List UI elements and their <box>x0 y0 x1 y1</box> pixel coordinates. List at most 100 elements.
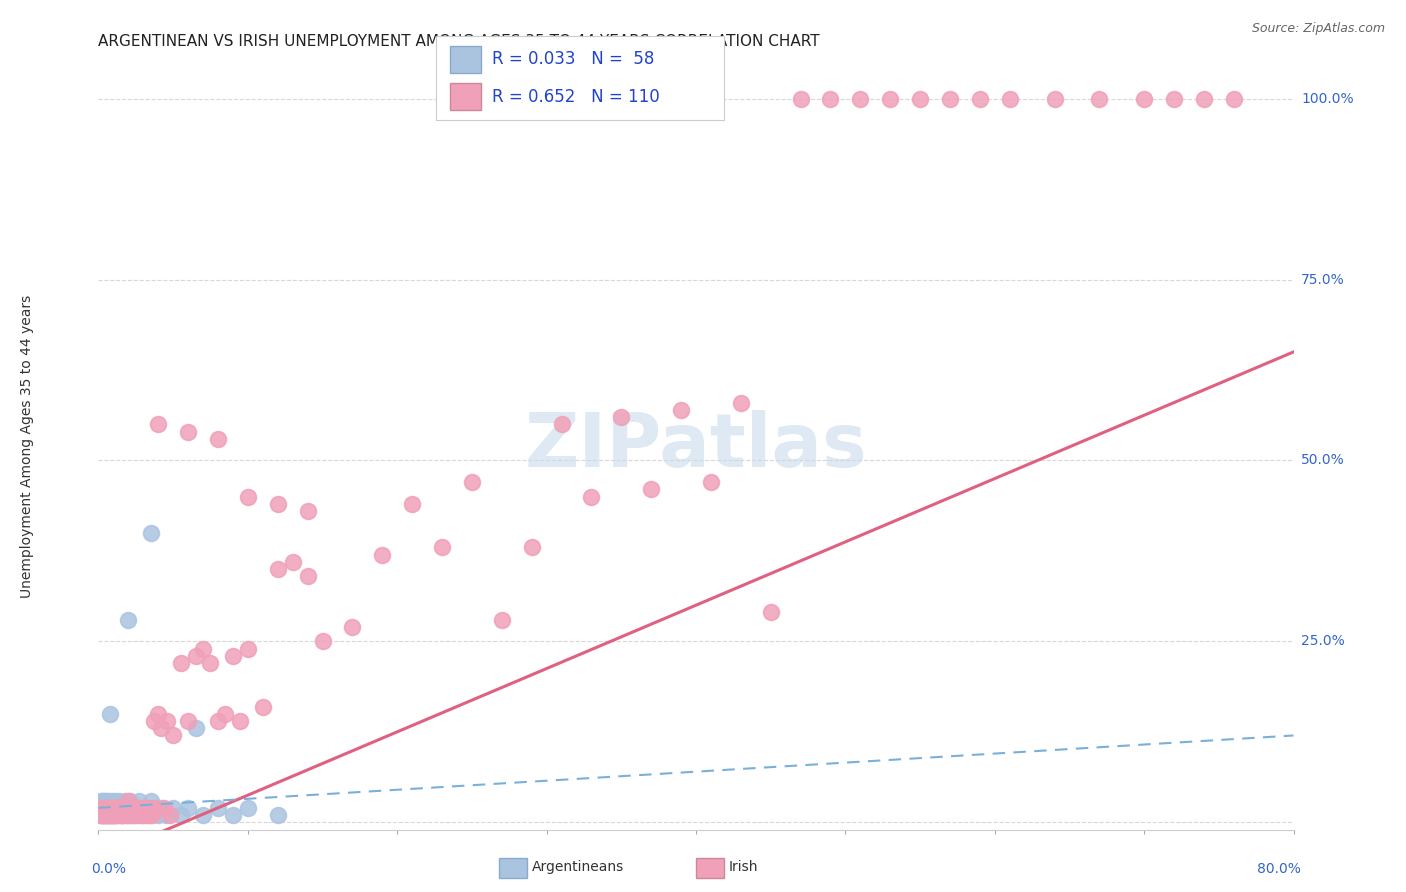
Point <box>97 801 120 815</box>
Point <box>342 620 364 634</box>
Point <box>93 794 115 808</box>
Text: 80.0%: 80.0% <box>1257 863 1301 876</box>
Point <box>129 801 152 815</box>
Point <box>222 808 245 822</box>
Text: Irish: Irish <box>728 860 758 874</box>
Point <box>90 794 112 808</box>
Point <box>789 92 811 106</box>
Point <box>108 794 131 808</box>
Point <box>89 801 111 815</box>
Point <box>177 801 200 815</box>
Point <box>252 699 274 714</box>
Point <box>311 634 333 648</box>
Point <box>103 808 125 822</box>
Point <box>191 808 214 822</box>
Point <box>98 808 122 822</box>
Point <box>101 801 124 815</box>
Point <box>169 656 191 670</box>
Point <box>236 801 259 815</box>
Point <box>93 801 115 815</box>
Point <box>98 808 122 822</box>
Point <box>998 92 1021 106</box>
Text: 0.0%: 0.0% <box>91 863 127 876</box>
Point <box>1088 92 1111 106</box>
Point <box>104 801 127 815</box>
Point <box>820 92 842 106</box>
Point <box>120 801 142 815</box>
Point <box>730 395 752 409</box>
Text: Source: ZipAtlas.com: Source: ZipAtlas.com <box>1251 22 1385 36</box>
Point <box>112 808 135 822</box>
Point <box>110 801 132 815</box>
Point <box>461 475 484 490</box>
Point <box>143 801 166 815</box>
Point <box>162 729 184 743</box>
Point <box>150 721 173 735</box>
Point <box>91 794 114 808</box>
Point <box>124 808 146 822</box>
Point <box>281 555 304 569</box>
Point <box>97 808 120 822</box>
Point <box>98 706 122 721</box>
Point <box>94 808 117 822</box>
Point <box>96 801 118 815</box>
Point <box>267 808 290 822</box>
Point <box>1163 92 1185 106</box>
Point <box>169 808 191 822</box>
Point <box>141 808 163 822</box>
Point <box>91 808 114 822</box>
Point <box>105 808 128 822</box>
Point <box>849 92 872 106</box>
Point <box>91 801 114 815</box>
Point <box>112 801 135 815</box>
Point <box>200 656 222 670</box>
Point <box>101 794 124 808</box>
Text: Argentineans: Argentineans <box>531 860 624 874</box>
Point <box>939 92 962 106</box>
Point <box>132 808 155 822</box>
Point <box>162 801 184 815</box>
Point <box>229 714 252 728</box>
Point <box>90 808 112 822</box>
Point <box>135 801 157 815</box>
Point <box>111 808 134 822</box>
Point <box>94 794 117 808</box>
Point <box>207 432 229 446</box>
Point <box>150 801 173 815</box>
Point <box>759 606 782 620</box>
Point <box>401 497 423 511</box>
Point <box>267 497 290 511</box>
Point <box>98 801 122 815</box>
Point <box>114 794 136 808</box>
Point <box>118 794 141 808</box>
Point <box>96 808 118 822</box>
Point <box>107 808 129 822</box>
Point <box>139 801 162 815</box>
Text: 25.0%: 25.0% <box>1301 634 1344 648</box>
Point <box>98 801 122 815</box>
Point <box>236 641 259 656</box>
Point <box>108 801 131 815</box>
Point <box>91 801 114 815</box>
Point <box>610 410 633 425</box>
Point <box>91 808 114 822</box>
Point <box>101 808 124 822</box>
Point <box>134 801 156 815</box>
Point <box>105 808 128 822</box>
Point <box>908 92 931 106</box>
Point <box>114 801 136 815</box>
Point <box>640 483 662 497</box>
Point <box>93 808 115 822</box>
Point <box>90 808 112 822</box>
Point <box>124 808 146 822</box>
Point <box>136 801 159 815</box>
Point <box>138 808 160 822</box>
Point <box>107 801 129 815</box>
Point <box>93 801 115 815</box>
Point <box>1192 92 1215 106</box>
Point <box>191 641 214 656</box>
Text: ZIPatlas: ZIPatlas <box>524 409 868 483</box>
Point <box>297 504 319 518</box>
Point <box>1223 92 1246 106</box>
Point <box>111 808 134 822</box>
